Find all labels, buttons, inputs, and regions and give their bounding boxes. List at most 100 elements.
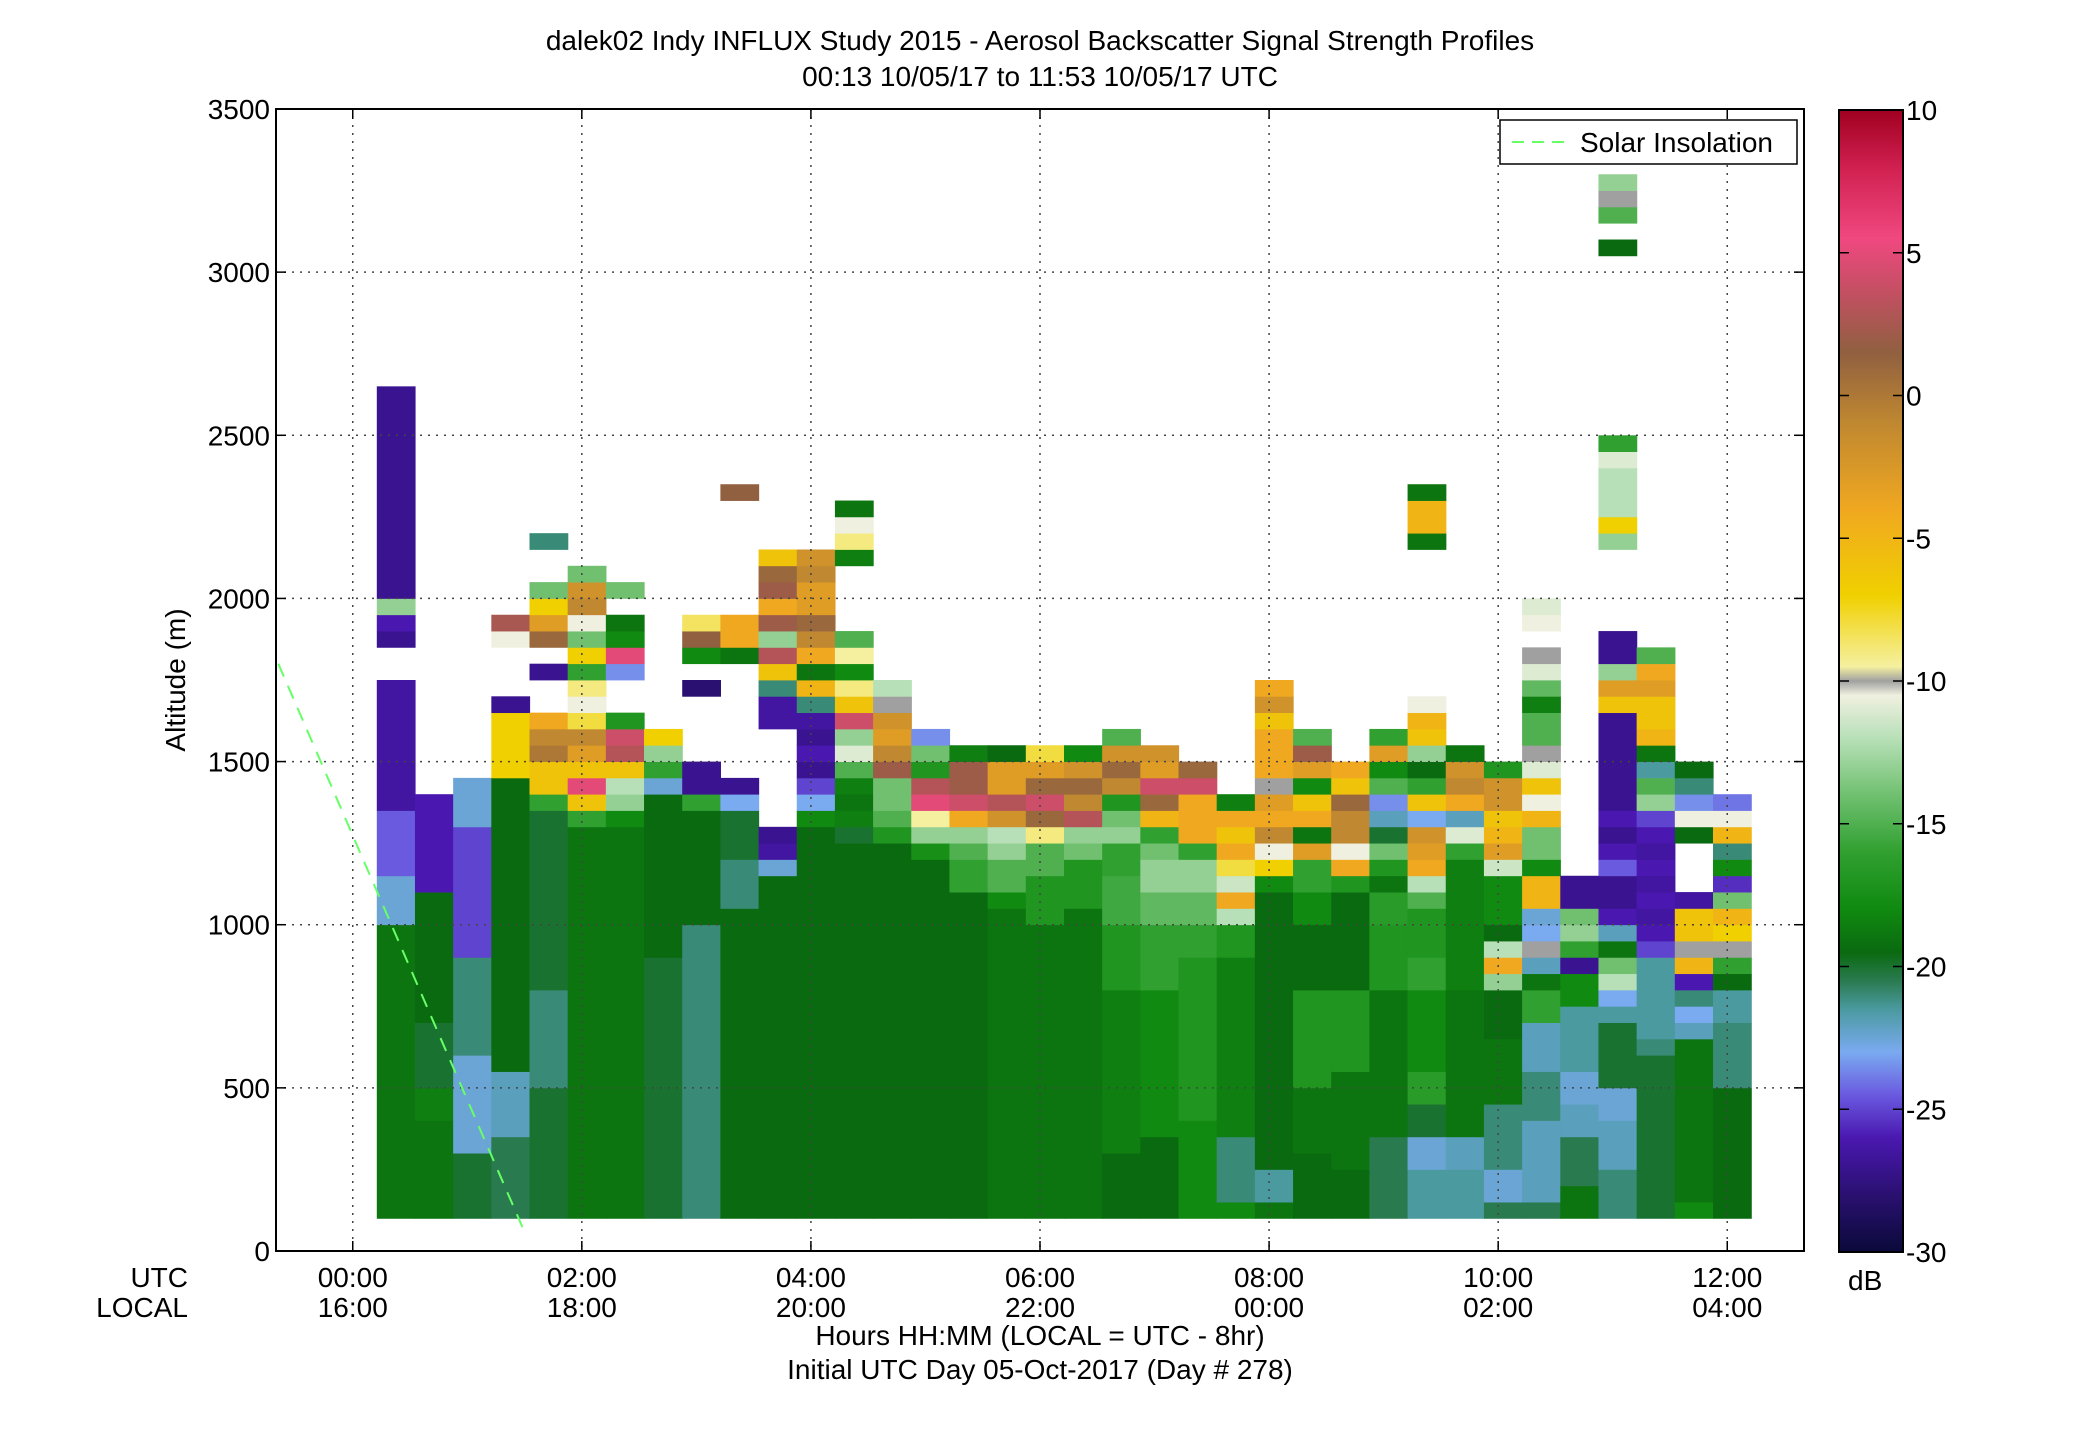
heatmap-cell xyxy=(529,582,569,599)
heatmap-cell xyxy=(911,745,951,762)
heatmap-cell xyxy=(1636,696,1676,714)
heatmap-cell xyxy=(1522,614,1561,632)
heatmap-cell xyxy=(1636,745,1676,762)
heatmap-cell xyxy=(1369,843,1409,860)
heatmap-cell xyxy=(911,761,951,779)
heatmap-cell xyxy=(720,631,760,648)
heatmap-cell xyxy=(1636,859,1676,877)
heatmap-cell xyxy=(567,826,607,1219)
chart-subtitle: 00:13 10/05/17 to 11:53 10/05/17 UTC xyxy=(802,61,1278,92)
heatmap-cell xyxy=(1598,500,1638,518)
heatmap-cell xyxy=(873,680,912,697)
heatmap-cell xyxy=(453,777,492,828)
heatmap-cell xyxy=(1560,892,1600,909)
heatmap-cell xyxy=(1636,680,1676,697)
heatmap-cell xyxy=(1102,989,1141,1154)
heatmap-cell xyxy=(873,712,912,730)
y-axis: 0 500 1000 1500 2000 2500 3000 3500 xyxy=(208,94,1804,1267)
heatmap-cell xyxy=(796,826,836,1219)
heatmap-cell xyxy=(567,598,607,616)
x-tick-label-utc: 10:00 xyxy=(1463,1262,1533,1293)
heatmap-cell xyxy=(1369,892,1409,926)
heatmap-cell xyxy=(414,892,454,1023)
heatmap-cell xyxy=(605,810,645,828)
heatmap-cell xyxy=(1331,859,1370,877)
heatmap-cell xyxy=(1483,794,1523,811)
solar-insolation-line xyxy=(277,663,527,1236)
heatmap-cell xyxy=(1598,875,1638,909)
heatmap-cell xyxy=(1713,1087,1752,1219)
heatmap-cell xyxy=(1598,810,1638,828)
colorbar-gradient xyxy=(1839,110,1903,1252)
heatmap-cell xyxy=(1216,859,1256,877)
heatmap-cell xyxy=(529,533,569,550)
heatmap-cell xyxy=(1102,875,1141,926)
heatmap-cell xyxy=(567,565,607,583)
heatmap-cell xyxy=(1140,745,1180,762)
colorbar-tick-label: -15 xyxy=(1906,809,1946,840)
heatmap-cell xyxy=(873,696,912,714)
heatmap-cell xyxy=(567,745,607,762)
heatmap-cell xyxy=(1522,777,1561,795)
heatmap-cell xyxy=(1140,989,1180,1138)
heatmap-cell xyxy=(1216,924,1256,958)
heatmap-cell xyxy=(605,728,645,746)
y-tick-label: 1000 xyxy=(208,910,270,941)
heatmap-cell xyxy=(1674,924,1714,942)
heatmap-cell xyxy=(949,843,989,860)
heatmap-cell xyxy=(1407,875,1447,893)
heatmap-cell xyxy=(949,859,989,893)
heatmap-cell xyxy=(1713,794,1752,811)
heatmap-cell xyxy=(1522,908,1561,926)
heatmap-cell xyxy=(1140,1136,1180,1219)
heatmap-cell xyxy=(1598,989,1638,1007)
heatmap-cell xyxy=(796,549,836,567)
heatmap-cell xyxy=(605,582,645,599)
heatmap-cell xyxy=(1522,745,1561,762)
heatmap-cell xyxy=(1522,712,1561,730)
heatmap-cell xyxy=(1445,1136,1485,1170)
x-axis-label: Hours HH:MM (LOCAL = UTC - 8hr) xyxy=(815,1320,1264,1351)
heatmap-cell xyxy=(796,680,836,697)
heatmap-cell xyxy=(1713,843,1752,860)
heatmap-cell xyxy=(1140,810,1180,828)
heatmap-cell xyxy=(529,745,569,762)
heatmap-cell xyxy=(605,826,645,1219)
heatmap-cell xyxy=(1216,1136,1256,1203)
heatmap-cell xyxy=(1216,826,1256,844)
heatmap-cell xyxy=(1483,973,1523,991)
heatmap-cell xyxy=(1713,826,1752,844)
heatmap-cell xyxy=(1598,174,1638,191)
heatmap-cell xyxy=(834,680,874,697)
heatmap-cell xyxy=(834,761,874,779)
heatmap-cell xyxy=(567,680,607,697)
heatmap-cell xyxy=(1636,826,1676,844)
grid-lines xyxy=(276,109,1804,1251)
heatmap-cell xyxy=(1331,875,1370,893)
legend-box xyxy=(1499,119,1798,165)
heatmap-cell xyxy=(1331,1169,1370,1219)
heatmap-cell xyxy=(567,794,607,811)
heatmap-cell xyxy=(873,826,912,844)
heatmap-cell xyxy=(1560,1006,1600,1072)
heatmap-cell xyxy=(529,794,569,811)
heatmap-cell xyxy=(720,614,760,632)
heatmap-cell xyxy=(1598,190,1638,208)
heatmap-cell xyxy=(1293,826,1332,844)
heatmap-cell xyxy=(1331,777,1370,795)
heatmap-cell xyxy=(1102,1153,1141,1219)
heatmap-cell xyxy=(987,843,1027,860)
heatmap-cell xyxy=(1445,777,1485,795)
heatmap-cell xyxy=(1369,989,1409,1138)
heatmap-cell xyxy=(491,1136,531,1219)
x-tick-label-local: 22:00 xyxy=(1005,1292,1075,1323)
heatmap-cell xyxy=(758,826,798,844)
heatmap-cell xyxy=(1407,484,1447,501)
heatmap-cell xyxy=(414,1120,454,1219)
heatmap-cell xyxy=(1293,875,1332,893)
heatmap-cell xyxy=(1598,239,1638,257)
heatmap-cell xyxy=(1483,1104,1523,1170)
heatmap-cell xyxy=(529,810,569,991)
heatmap-cell xyxy=(1674,989,1714,1007)
heatmap-cell xyxy=(949,761,989,779)
